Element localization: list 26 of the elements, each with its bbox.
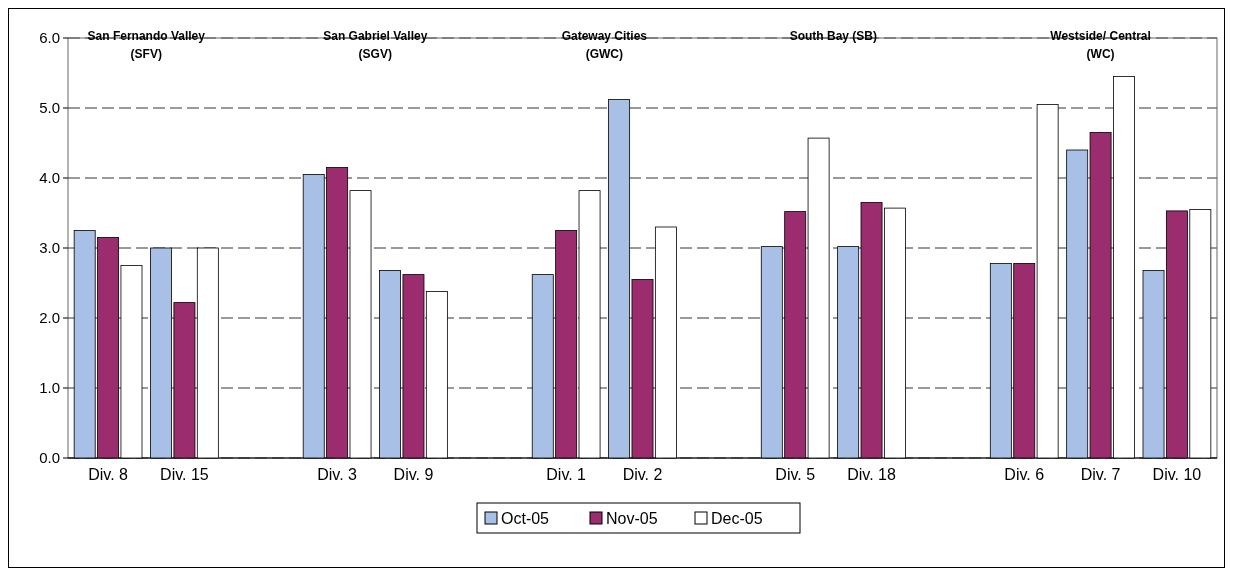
y-tick-label: 6.0 xyxy=(39,29,60,47)
legend-label: Nov-05 xyxy=(606,509,658,527)
annotation: Westside/ Central (WC) xyxy=(1050,29,1151,61)
y-tick-label: 2.0 xyxy=(39,309,60,327)
x-tick-label: Div. 1 xyxy=(546,466,587,483)
x-tick-label: Div. 15 xyxy=(160,466,209,483)
y-tick-label: 4.0 xyxy=(39,169,60,187)
y-tick-label: 0.0 xyxy=(39,449,60,467)
annotation: South Bay (SB) xyxy=(789,29,878,43)
legend-label: Oct-05 xyxy=(501,509,550,527)
x-tick-label: Div. 8 xyxy=(88,466,129,483)
y-tick-label: 1.0 xyxy=(39,379,60,397)
x-tick-label: Div. 3 xyxy=(317,466,358,483)
y-tick-label: 5.0 xyxy=(39,99,60,117)
annotation: San Gabriel Valley (SGV) xyxy=(323,29,428,61)
legend-label: Dec-05 xyxy=(711,509,763,527)
x-tick-label: Div. 7 xyxy=(1080,466,1121,483)
y-tick-label: 3.0 xyxy=(39,239,60,257)
x-tick-label: Div. 10 xyxy=(1152,466,1202,483)
x-tick-label: Div. 6 xyxy=(1004,466,1045,483)
x-tick-label: Div. 2 xyxy=(622,466,663,483)
annotation: San Fernando Valley (SFV) xyxy=(87,29,206,61)
annotation: Gateway Cities (GWC) xyxy=(561,29,648,61)
x-tick-label: Div. 18 xyxy=(847,466,896,483)
x-tick-label: Div. 9 xyxy=(393,466,434,483)
x-tick-label: Div. 5 xyxy=(775,466,816,483)
